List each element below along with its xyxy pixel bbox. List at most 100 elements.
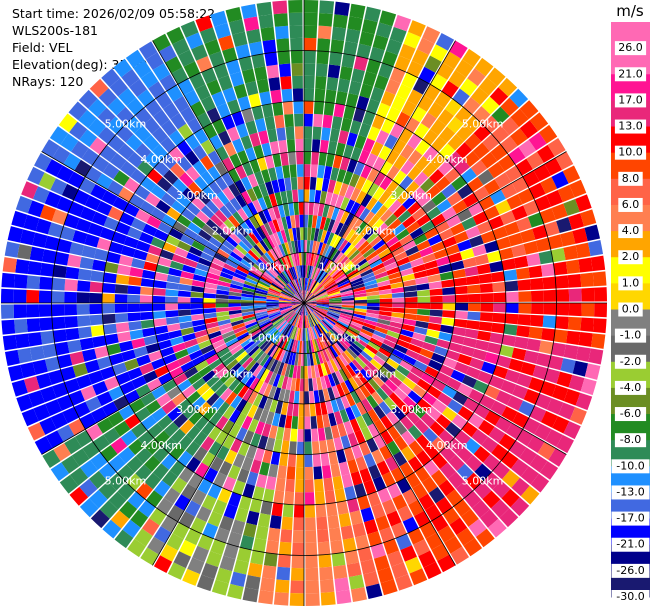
ray-gate (511, 477, 530, 497)
ray-gate (415, 139, 431, 156)
ray-gate (274, 318, 286, 329)
ray-gate (266, 64, 280, 79)
ray-gate (427, 322, 442, 332)
ray-gate (307, 278, 312, 291)
ray-gate (237, 468, 250, 484)
ray-gate (415, 276, 429, 285)
ray-gate (293, 303, 304, 311)
ray-gate (256, 352, 267, 365)
ray-gate (295, 479, 304, 493)
ray-gate (90, 270, 105, 282)
ray-gate (349, 274, 362, 283)
ray-gate (395, 228, 410, 241)
ray-gate (293, 279, 300, 292)
ray-gate (248, 93, 261, 108)
ray-gate (58, 113, 78, 133)
ray-gate (192, 144, 207, 161)
ray-gate (215, 307, 229, 313)
ray-gate (45, 430, 64, 449)
ray-gate (154, 365, 170, 378)
ray-gate (69, 121, 88, 140)
ray-gate (580, 272, 594, 288)
ray-gate (242, 161, 254, 177)
ray-gate (288, 202, 295, 216)
ray-gate (315, 292, 328, 299)
ray-gate (172, 38, 190, 56)
ray-gate (312, 312, 321, 323)
ray-gate (218, 75, 233, 91)
ray-gate (592, 318, 607, 334)
ray-gate (346, 562, 362, 578)
ray-gate (283, 491, 295, 505)
ray-gate (156, 497, 174, 515)
ray-gate (555, 275, 569, 289)
ray-gate (172, 178, 188, 194)
ray-gate (325, 282, 337, 291)
ray-gate (438, 479, 455, 497)
ray-gate (517, 314, 531, 326)
ray-gate (379, 526, 395, 543)
ray-gate (423, 443, 440, 460)
ray-gate (353, 161, 365, 176)
ray-gate (259, 338, 271, 350)
ray-gate (178, 434, 193, 451)
ray-gate (247, 249, 260, 261)
ray-gate (249, 132, 261, 147)
ray-gate (273, 360, 282, 374)
ray-gate (254, 311, 268, 317)
ray-gate (115, 274, 130, 285)
ray-gate (209, 358, 223, 370)
ray-gate (165, 234, 180, 247)
ray-gate (304, 176, 310, 190)
ray-gate (321, 178, 330, 192)
ray-gate (560, 358, 576, 374)
ray-gate (474, 57, 494, 77)
ray-gate (266, 305, 280, 309)
ray-gate (188, 349, 203, 361)
ray-gate (291, 339, 297, 353)
ray-gate (330, 539, 344, 554)
ray-gate (354, 134, 367, 150)
ray-gate (62, 406, 80, 424)
ray-gate (300, 303, 304, 316)
ray-gate (309, 176, 317, 190)
ray-gate (451, 175, 467, 191)
ray-gate (249, 498, 262, 513)
ray-gate (350, 390, 361, 404)
ray-gate (261, 273, 274, 283)
ray-gate (523, 388, 540, 405)
ray-gate (408, 343, 422, 354)
ray-gate (256, 282, 270, 290)
colorbar-tick-label: 13.0 (618, 120, 643, 133)
ray-gate (312, 377, 318, 391)
ray-gate (411, 186, 426, 202)
ray-gate (304, 12, 318, 26)
ray-gate (487, 342, 502, 355)
ray-gate (453, 277, 468, 287)
ray-gate (376, 460, 390, 476)
ray-gate (170, 162, 186, 179)
ray-gate (304, 227, 308, 240)
ray-gate (216, 103, 231, 119)
ray-gate (288, 390, 295, 404)
ray-gate (314, 325, 322, 338)
ray-gate (248, 362, 260, 375)
ray-gate (394, 55, 411, 72)
ray-gate (187, 181, 203, 196)
ray-gate (270, 263, 281, 275)
ray-gate (75, 430, 93, 448)
ray-gate (400, 329, 414, 338)
ray-gate (406, 60, 424, 78)
ray-gate (376, 102, 391, 119)
ray-gate (192, 377, 206, 391)
ray-gate (217, 487, 232, 504)
ray-gate (509, 88, 529, 108)
ray-gate (229, 313, 243, 319)
ray-gate (98, 481, 117, 500)
ray-gate (102, 313, 116, 325)
ray-gate (315, 338, 323, 351)
ray-gate (140, 278, 155, 288)
ray-gate (372, 34, 389, 51)
ray-gate (102, 163, 120, 180)
ray-gate (316, 295, 329, 300)
